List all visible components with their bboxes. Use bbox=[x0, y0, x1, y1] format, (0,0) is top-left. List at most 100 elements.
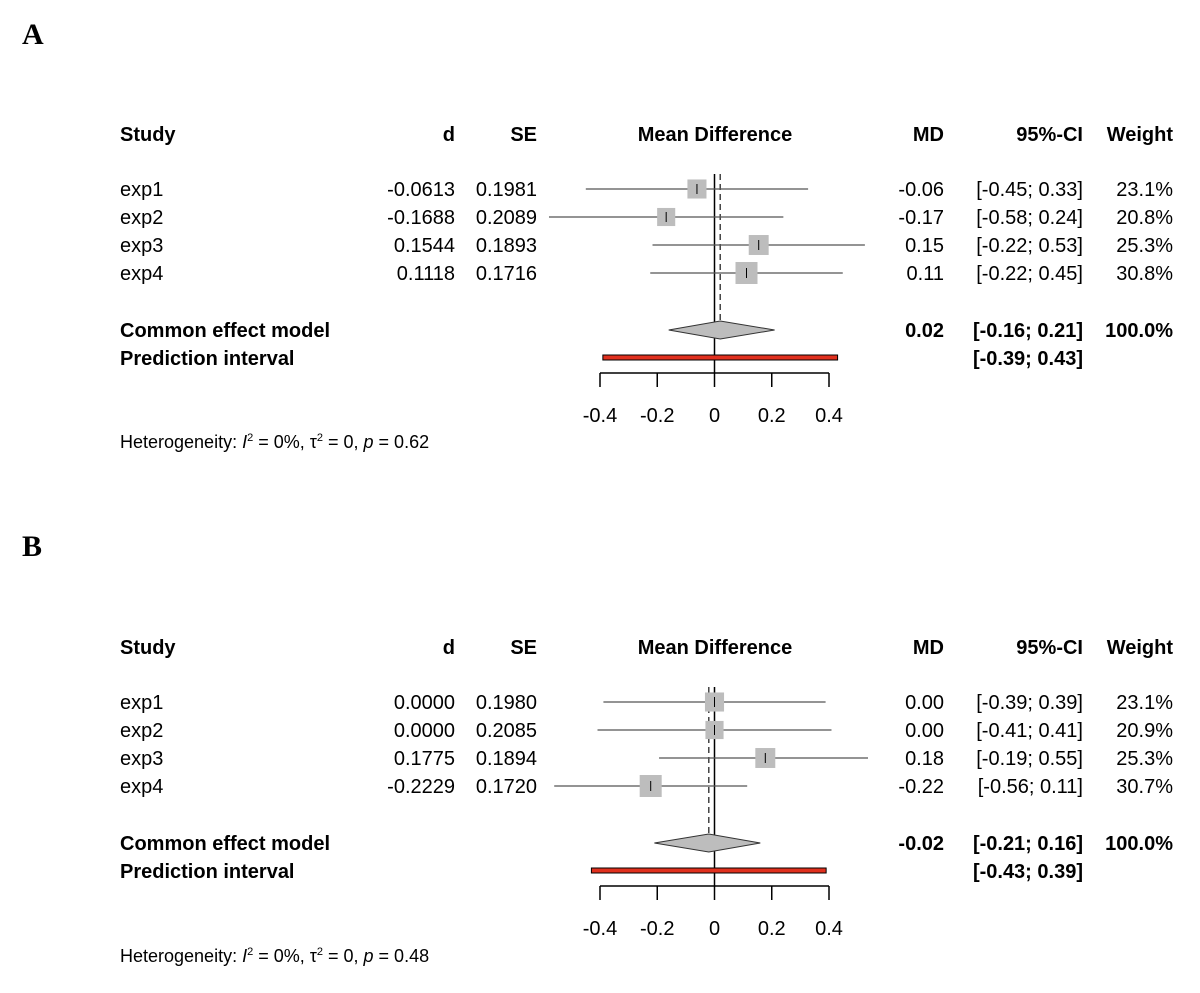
common-effect-label: Common effect model bbox=[120, 320, 330, 342]
heterogeneity-b: Heterogeneity: I2 = 0%, τ2 = 0, p = 0.48 bbox=[120, 946, 430, 966]
study-md: 0.00 bbox=[905, 692, 944, 714]
study-weight: 20.9% bbox=[1116, 720, 1173, 742]
common-effect-diamond bbox=[668, 320, 775, 340]
study-weight: 23.1% bbox=[1116, 692, 1173, 714]
study-d: -0.2229 bbox=[387, 776, 455, 798]
study-se: 0.1980 bbox=[476, 692, 537, 714]
forest-plot-a-svg: Study d SE Mean Difference MD 95%-CI Weight exp… bbox=[120, 124, 1174, 427]
study-md: 0.11 bbox=[907, 263, 944, 285]
header-se: SE bbox=[510, 124, 537, 146]
study-d: 0.1544 bbox=[394, 235, 455, 257]
study-name: exp3 bbox=[120, 748, 163, 770]
header-d: d bbox=[443, 124, 455, 146]
header-weight: Weight bbox=[1107, 124, 1174, 146]
study-weight: 20.8% bbox=[1116, 207, 1173, 229]
header-md: MD bbox=[913, 637, 944, 659]
prediction-interval-ci: [-0.43; 0.39] bbox=[973, 861, 1083, 883]
forest-plot-b-svg: Study d SE Mean Difference MD 95%-CI Weight exp… bbox=[120, 637, 1174, 940]
x-axis-tick-label: -0.2 bbox=[640, 405, 674, 427]
tau-symbol: τ bbox=[309, 946, 317, 966]
study-md: 0.18 bbox=[905, 748, 944, 770]
forest-plot-b: Study d SE Mean Difference MD 95%-CI Weight exp… bbox=[0, 513, 1200, 983]
study-se: 0.2085 bbox=[476, 720, 537, 742]
prediction-interval-ci: [-0.39; 0.43] bbox=[973, 348, 1083, 370]
p-symbol: p bbox=[363, 946, 374, 966]
study-name: exp3 bbox=[120, 235, 163, 257]
study-ci: [-0.22; 0.45] bbox=[976, 263, 1083, 285]
header-mean-difference: Mean Difference bbox=[638, 124, 793, 146]
study-se: 0.1720 bbox=[476, 776, 537, 798]
panel-b-letter: B bbox=[22, 530, 43, 563]
study-ci: [-0.19; 0.55] bbox=[976, 748, 1083, 770]
x-axis-tick-label: -0.4 bbox=[583, 405, 617, 427]
common-effect-weight: 100.0% bbox=[1105, 320, 1173, 342]
x-axis-tick-label: 0.4 bbox=[815, 918, 843, 940]
study-d: -0.1688 bbox=[387, 207, 455, 229]
x-axis-tick-label: -0.4 bbox=[583, 918, 617, 940]
study-se: 0.2089 bbox=[476, 207, 537, 229]
header-se: SE bbox=[510, 637, 537, 659]
study-md: 0.15 bbox=[905, 235, 944, 257]
study-md: 0.00 bbox=[905, 720, 944, 742]
common-effect-ci: [-0.21; 0.16] bbox=[973, 833, 1083, 855]
panel-a-letter: A bbox=[22, 18, 44, 51]
study-se: 0.1894 bbox=[476, 748, 537, 770]
study-name: exp1 bbox=[120, 692, 163, 714]
study-ci: [-0.22; 0.53] bbox=[976, 235, 1083, 257]
tau-value: = 0, bbox=[323, 946, 364, 966]
study-ci: [-0.41; 0.41] bbox=[976, 720, 1083, 742]
study-se: 0.1893 bbox=[476, 235, 537, 257]
study-ci: [-0.56; 0.11] bbox=[978, 776, 1083, 798]
study-d: 0.0000 bbox=[394, 692, 455, 714]
study-se: 0.1981 bbox=[476, 179, 537, 201]
study-name: exp1 bbox=[120, 179, 163, 201]
heterogeneity-prefix: Heterogeneity: bbox=[120, 432, 243, 452]
study-md: -0.17 bbox=[898, 207, 944, 229]
header-study: Study bbox=[120, 124, 176, 146]
x-axis-tick-label: 0.4 bbox=[815, 405, 843, 427]
common-effect-md: -0.02 bbox=[898, 833, 944, 855]
common-effect-label: Common effect model bbox=[120, 833, 330, 855]
header-md: MD bbox=[913, 124, 944, 146]
heterogeneity-prefix: Heterogeneity: bbox=[120, 946, 243, 966]
x-axis-tick-label: 0 bbox=[709, 918, 720, 940]
prediction-interval-label: Prediction interval bbox=[120, 348, 295, 370]
header-ci: 95%-CI bbox=[1016, 124, 1083, 146]
header-d: d bbox=[443, 637, 455, 659]
study-weight: 30.8% bbox=[1116, 263, 1173, 285]
i2-symbol: I bbox=[242, 946, 248, 966]
study-weight: 25.3% bbox=[1116, 235, 1173, 257]
study-d: 0.1775 bbox=[394, 748, 455, 770]
common-effect-diamond bbox=[654, 833, 761, 853]
i2-symbol: I bbox=[242, 432, 248, 452]
study-ci: [-0.58; 0.24] bbox=[976, 207, 1083, 229]
tau-value: = 0, bbox=[323, 432, 364, 452]
study-weight: 30.7% bbox=[1116, 776, 1173, 798]
tau-symbol: τ bbox=[309, 432, 317, 452]
heterogeneity-a: Heterogeneity: I2 = 0%, τ2 = 0, p = 0.62 bbox=[120, 432, 430, 452]
x-axis-tick-label: 0.2 bbox=[758, 405, 786, 427]
study-weight: 23.1% bbox=[1116, 179, 1173, 201]
p-symbol: p bbox=[363, 432, 374, 452]
study-md: -0.06 bbox=[898, 179, 944, 201]
common-effect-weight: 100.0% bbox=[1105, 833, 1173, 855]
study-d: -0.0613 bbox=[387, 179, 455, 201]
header-ci: 95%-CI bbox=[1016, 637, 1083, 659]
study-ci: [-0.45; 0.33] bbox=[976, 179, 1083, 201]
study-ci: [-0.39; 0.39] bbox=[976, 692, 1083, 714]
prediction-interval-bar bbox=[602, 354, 839, 361]
p-value: = 0.62 bbox=[373, 432, 430, 452]
common-effect-md: 0.02 bbox=[905, 320, 944, 342]
header-mean-difference: Mean Difference bbox=[638, 637, 793, 659]
x-axis-tick-label: 0.2 bbox=[758, 918, 786, 940]
i2-value: = 0%, bbox=[253, 946, 310, 966]
header-study: Study bbox=[120, 637, 176, 659]
study-md: -0.22 bbox=[898, 776, 944, 798]
study-se: 0.1716 bbox=[476, 263, 537, 285]
study-name: exp2 bbox=[120, 207, 163, 229]
prediction-interval-bar bbox=[590, 867, 827, 874]
header-weight: Weight bbox=[1107, 637, 1174, 659]
study-name: exp4 bbox=[120, 776, 163, 798]
study-name: exp4 bbox=[120, 263, 163, 285]
x-axis-tick-label: -0.2 bbox=[640, 918, 674, 940]
